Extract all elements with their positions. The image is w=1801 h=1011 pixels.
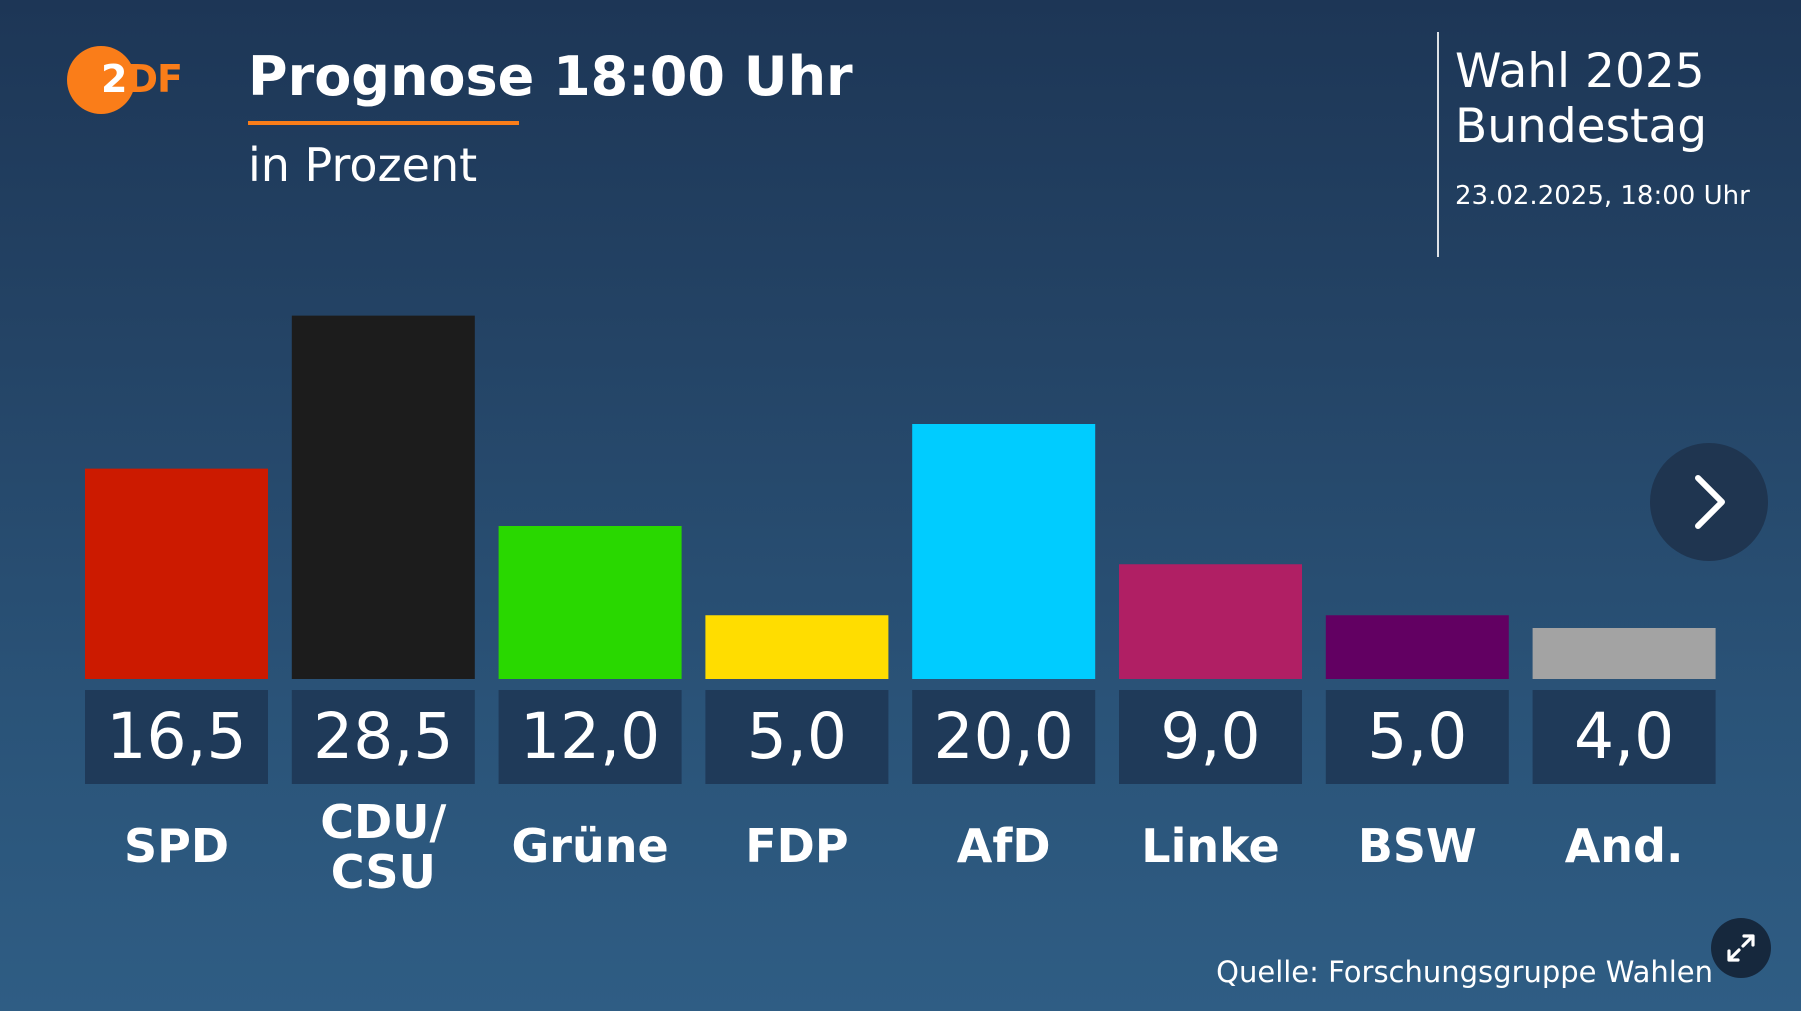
value-label: 12,0 [520, 700, 660, 773]
value-label-box [291, 690, 475, 784]
value-label: 28,5 [313, 700, 453, 773]
bar [1119, 564, 1302, 679]
category-label: AfD [957, 819, 1051, 873]
zdf-logo: 2DF ZDF [67, 44, 187, 114]
value-label-box [705, 690, 889, 784]
election-date: 23.02.2025, 18:00 Uhr [1455, 181, 1750, 211]
value-label: 5,0 [1367, 700, 1467, 773]
value-label-box [1325, 690, 1509, 784]
bar [498, 526, 682, 679]
bar [1532, 628, 1716, 679]
value-label: 16,5 [106, 700, 246, 773]
bar [1325, 615, 1509, 679]
value-label: 20,0 [934, 700, 1074, 773]
value-label-box [912, 690, 1096, 784]
bar [912, 424, 1096, 679]
category-label: SPD [124, 819, 229, 873]
zdf-logo-wordmark: 2DF [101, 57, 183, 101]
category-label: And. [1565, 819, 1684, 873]
election-title-line2: Bundestag [1455, 99, 1708, 154]
header-divider [1437, 32, 1439, 257]
expand-button[interactable] [1711, 918, 1771, 978]
value-label: 9,0 [1160, 700, 1260, 773]
title-underline [248, 121, 519, 125]
bar [705, 615, 889, 679]
bar [291, 315, 475, 679]
expand-arrows-icon [1727, 934, 1755, 962]
chart-title: Prognose 18:00 Uhr [248, 45, 853, 108]
chevron-right-icon [1695, 475, 1725, 529]
chart-subtitle: in Prozent [248, 138, 478, 192]
source-note: Quelle: Forschungsgruppe Wahlen [1216, 955, 1713, 989]
value-label-box [1119, 690, 1302, 784]
category-label: Grüne [512, 819, 669, 873]
category-label: CDU/CSU [320, 795, 446, 899]
category-label: BSW [1358, 819, 1477, 873]
value-label: 5,0 [747, 700, 847, 773]
election-title-line1: Wahl 2025 [1455, 44, 1705, 99]
zdf-logo-disc [67, 46, 135, 114]
value-label-box [1532, 690, 1716, 784]
bar [85, 468, 268, 679]
next-chart-button[interactable] [1650, 443, 1768, 561]
value-label-box [498, 690, 682, 784]
category-label: FDP [745, 819, 848, 873]
value-label-box [85, 690, 268, 784]
value-label: 4,0 [1574, 700, 1674, 773]
election-title: Wahl 2025 Bundestag [1455, 44, 1707, 154]
category-label: Linke [1141, 819, 1279, 873]
